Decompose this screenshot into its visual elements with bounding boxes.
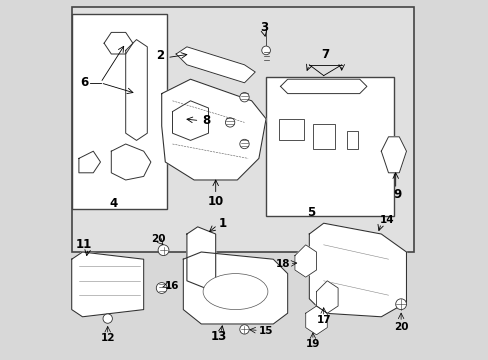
Bar xyxy=(265,77,393,216)
Text: 8: 8 xyxy=(202,114,210,127)
Circle shape xyxy=(158,245,168,256)
Polygon shape xyxy=(316,281,337,313)
Polygon shape xyxy=(104,32,133,54)
Bar xyxy=(278,119,303,140)
Circle shape xyxy=(261,46,270,55)
Text: 7: 7 xyxy=(321,48,329,60)
Bar xyxy=(72,14,167,209)
Circle shape xyxy=(239,325,249,334)
Circle shape xyxy=(156,283,167,293)
Text: 2: 2 xyxy=(156,49,163,62)
Text: 3: 3 xyxy=(260,21,268,33)
Ellipse shape xyxy=(203,274,267,310)
Text: 12: 12 xyxy=(100,333,115,343)
Text: 1: 1 xyxy=(219,217,226,230)
Text: 17: 17 xyxy=(316,315,330,325)
Polygon shape xyxy=(305,306,326,335)
Text: 13: 13 xyxy=(211,330,227,343)
Bar xyxy=(346,131,357,149)
Polygon shape xyxy=(176,47,255,83)
Text: 18: 18 xyxy=(275,258,290,269)
Bar xyxy=(312,124,334,149)
Polygon shape xyxy=(162,79,265,180)
Polygon shape xyxy=(125,40,147,140)
Polygon shape xyxy=(111,144,151,180)
Circle shape xyxy=(239,93,249,102)
Text: 5: 5 xyxy=(306,206,315,219)
Text: 20: 20 xyxy=(393,321,407,332)
Text: 10: 10 xyxy=(207,195,224,208)
Circle shape xyxy=(225,118,234,127)
Circle shape xyxy=(395,299,406,310)
Text: 16: 16 xyxy=(165,281,180,291)
Circle shape xyxy=(239,139,249,149)
Circle shape xyxy=(103,314,112,323)
Text: 15: 15 xyxy=(258,326,273,336)
Text: 20: 20 xyxy=(150,234,165,244)
Polygon shape xyxy=(186,227,215,288)
Polygon shape xyxy=(172,101,208,140)
Polygon shape xyxy=(79,151,101,173)
Text: 6: 6 xyxy=(80,76,88,89)
Polygon shape xyxy=(72,252,143,317)
Polygon shape xyxy=(183,252,287,324)
Text: 4: 4 xyxy=(109,197,117,210)
Text: 11: 11 xyxy=(76,238,92,251)
Text: 19: 19 xyxy=(305,339,320,349)
Text: 9: 9 xyxy=(392,188,401,201)
Polygon shape xyxy=(280,79,366,94)
Text: 14: 14 xyxy=(379,215,393,225)
Polygon shape xyxy=(309,223,406,317)
Polygon shape xyxy=(294,245,316,277)
Polygon shape xyxy=(381,137,406,173)
Bar xyxy=(72,7,413,252)
